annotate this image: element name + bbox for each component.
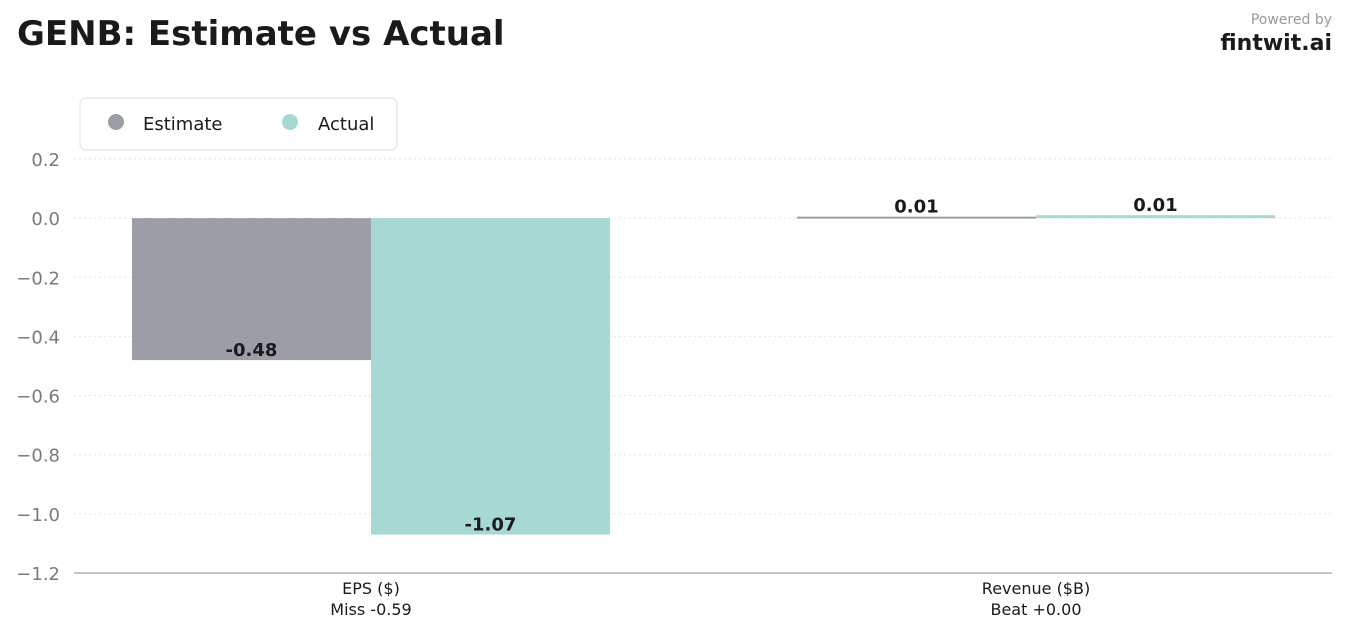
y-tick-label: −1.2 xyxy=(16,564,60,585)
bar-estimate-0 xyxy=(132,218,371,361)
y-tick-label: −1.0 xyxy=(16,505,60,526)
legend-estimate-marker xyxy=(108,114,124,130)
legend-actual-label: Actual xyxy=(318,114,374,135)
brand-logo-text[interactable]: fintwit.ai xyxy=(1220,31,1332,56)
x-category-label: Revenue ($B) xyxy=(982,579,1090,598)
legend: Estimate Actual xyxy=(79,97,398,151)
x-category-note: Beat +0.00 xyxy=(990,600,1081,619)
x-category-note: Miss -0.59 xyxy=(330,600,411,619)
y-tick-label: −0.2 xyxy=(16,268,60,289)
x-axis-labels: EPS ($) Miss -0.59 Revenue ($B) Beat +0.00 xyxy=(330,579,1090,619)
value-label-estimate-1: 0.01 xyxy=(894,197,938,218)
bar-actual-0 xyxy=(371,218,610,535)
y-tick-label: −0.8 xyxy=(16,446,60,467)
x-category-label: EPS ($) xyxy=(342,579,400,598)
y-tick-label: 0.2 xyxy=(31,150,60,171)
legend-estimate-label: Estimate xyxy=(143,114,223,135)
legend-box xyxy=(79,97,398,151)
bar-value-labels: -0.48 -1.07 0.01 0.01 xyxy=(226,195,1178,535)
y-tick-label: −0.6 xyxy=(16,387,60,408)
bar-estimate-1 xyxy=(797,216,1036,219)
value-label-actual-0: -1.07 xyxy=(465,515,517,536)
y-axis-ticks: 0.2 0.0 −0.2 −0.4 −0.6 −0.8 −1.0 −1.2 xyxy=(16,150,60,585)
chart-title: GENB: Estimate vs Actual xyxy=(17,14,505,54)
y-tick-label: −0.4 xyxy=(16,327,60,348)
bars xyxy=(132,215,1275,535)
bar-actual-1 xyxy=(1036,215,1275,219)
value-label-actual-1: 0.01 xyxy=(1133,195,1177,216)
powered-by-label: Powered by xyxy=(1250,12,1332,28)
value-label-estimate-0: -0.48 xyxy=(226,340,278,361)
legend-actual-marker xyxy=(282,114,298,130)
y-tick-label: 0.0 xyxy=(31,209,60,230)
